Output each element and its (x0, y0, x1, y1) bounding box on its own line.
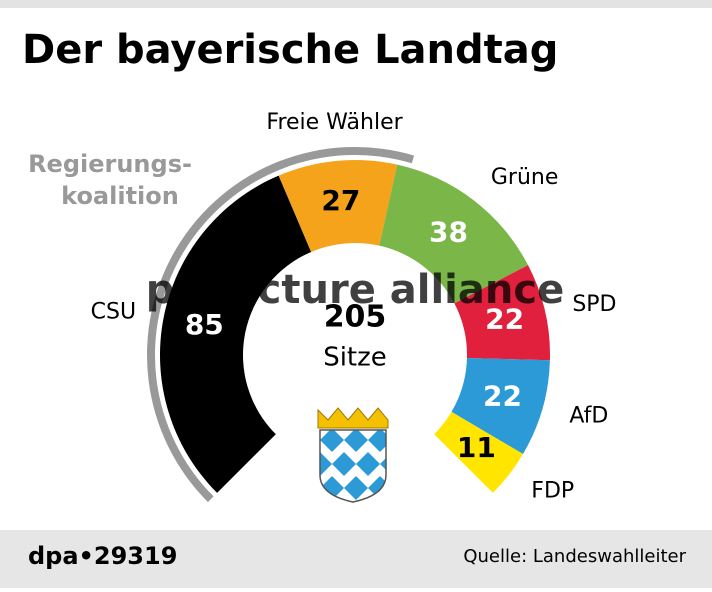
value-label: 22 (483, 379, 522, 412)
value-label: 85 (185, 308, 224, 341)
coat-of-arms (317, 407, 389, 503)
category-label: CSU (91, 300, 136, 325)
value-label: 11 (457, 431, 496, 464)
category-label: AfD (569, 404, 608, 429)
category-label: Grüne (491, 165, 559, 190)
seat-segment (454, 265, 550, 361)
chart-title: Der bayerische Landtag (22, 27, 558, 73)
seat-segment (278, 159, 398, 252)
total: 205 (324, 300, 387, 335)
footer-bar (0, 530, 712, 588)
annotation: koalition (61, 182, 179, 210)
category-label: FDP (531, 479, 574, 504)
seat-arcs (146, 146, 550, 503)
seat-segment (451, 358, 550, 455)
value-label: 22 (485, 303, 524, 336)
seat-segment (159, 175, 312, 493)
seat-segment (379, 164, 529, 304)
watermark: pa picture alliance (146, 267, 564, 313)
category-label: Freie Wähler (266, 110, 403, 135)
seat-segment (434, 411, 523, 493)
footer-id: dpa•29319 (28, 542, 177, 570)
top-bar (0, 0, 712, 8)
footer-source: Quelle: Landeswahlleiter (463, 546, 686, 567)
annotation: Regierungs- (28, 150, 192, 178)
value-label: 38 (429, 215, 468, 248)
category-label: SPD (572, 292, 616, 317)
value-label: 27 (321, 184, 360, 217)
total-label: Sitze (323, 343, 387, 373)
